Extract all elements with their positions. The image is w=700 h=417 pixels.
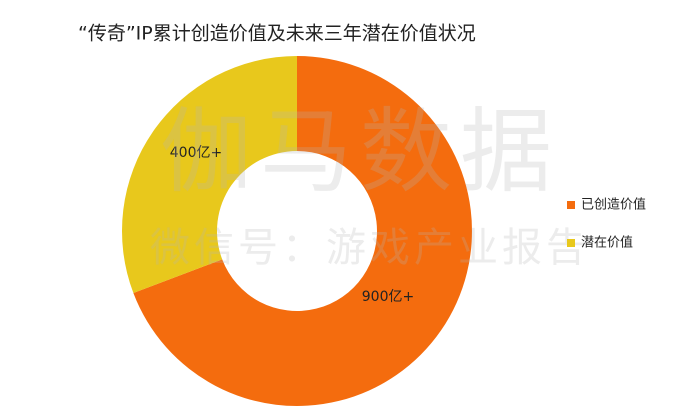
data-label: 900亿+ bbox=[362, 289, 414, 305]
data-label: 400亿+ bbox=[170, 145, 222, 161]
donut-slice bbox=[133, 56, 472, 407]
watermark: 伽马数据 bbox=[160, 98, 560, 205]
donut-slice bbox=[122, 56, 297, 294]
legend-label: 潜在价值 bbox=[581, 235, 633, 251]
legend-swatch bbox=[567, 201, 575, 209]
legend-label: 已创造价值 bbox=[581, 197, 646, 213]
legend-swatch bbox=[567, 239, 575, 247]
chart-title: “传奇”IP累计创造价值及未来三年潜在价值状况 bbox=[78, 23, 476, 45]
watermark: 微信号：游戏产业报告 bbox=[150, 225, 590, 271]
